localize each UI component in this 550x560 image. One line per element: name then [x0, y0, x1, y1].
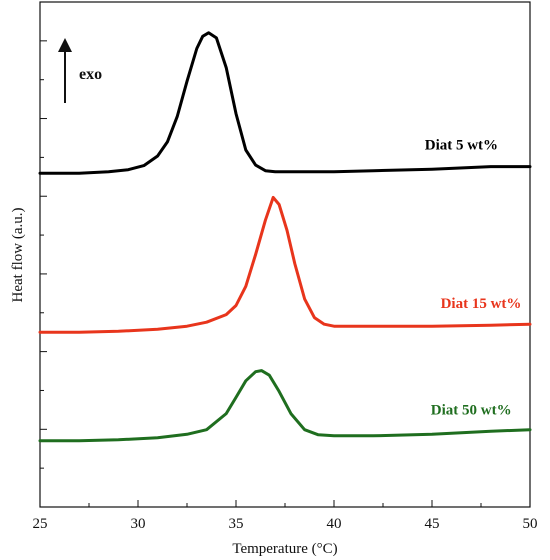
x-tick-label-45: 45 — [425, 516, 440, 532]
series-labels: Diat 5 wt% Diat 15 wt% Diat 50 wt% — [425, 137, 522, 418]
exo-annotation: exo — [58, 38, 102, 103]
x-tick-label-25: 25 — [33, 516, 48, 532]
x-tick-label-35: 35 — [229, 516, 244, 532]
series-lines — [38, 31, 532, 443]
series-label-3: Diat 50 wt% — [431, 403, 512, 419]
series-line-3 — [38, 369, 532, 443]
x-axis-title: Temperature (°C) — [232, 541, 337, 557]
exo-arrow-icon — [58, 38, 72, 52]
x-tick-label-40: 40 — [327, 516, 342, 532]
x-tick-label-30: 30 — [131, 516, 146, 532]
x-tick-label-50: 50 — [523, 516, 538, 532]
series-line-1 — [38, 31, 532, 175]
series-label-1: Diat 5 wt% — [425, 137, 498, 153]
series-label-2: Diat 15 wt% — [441, 296, 522, 312]
y-axis-title: Heat flow (a.u.) — [10, 208, 26, 303]
plot-frame — [39, 1, 531, 508]
x-axis-ticks: 25 30 35 40 45 50 — [33, 500, 538, 532]
series-line-2 — [38, 195, 532, 334]
y-axis-ticks — [40, 40, 47, 469]
exo-label: exo — [79, 66, 102, 83]
